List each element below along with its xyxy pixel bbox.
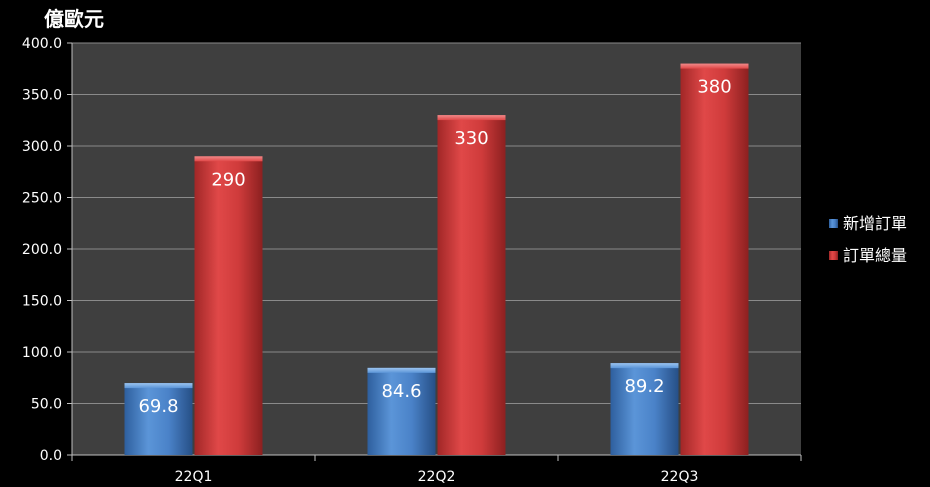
data-label: 380 <box>697 77 731 98</box>
bar-new-orders-22q1 <box>124 383 193 455</box>
bar-total-orders-22q1 <box>194 156 263 456</box>
bar-total-orders-22q3 <box>680 63 749 455</box>
bar-body <box>194 156 263 456</box>
legend-item-total-orders: 訂單總量 <box>829 246 907 265</box>
x-tick-label: 22Q2 <box>418 469 456 485</box>
y-tick-label: 100.0 <box>22 345 62 361</box>
bar-top-highlight <box>124 383 193 389</box>
bar-new-orders-22q3 <box>610 363 679 455</box>
data-label: 84.6 <box>381 381 421 402</box>
y-tick-label: 350.0 <box>22 88 62 104</box>
bar-body <box>610 363 679 455</box>
bar-body <box>680 63 749 455</box>
bar-top-highlight <box>680 63 749 69</box>
bar-body <box>124 383 193 455</box>
data-label: 330 <box>454 128 488 149</box>
bar-top-highlight <box>610 363 679 369</box>
legend-label: 訂單總量 <box>843 246 907 265</box>
legend-swatch <box>829 219 838 228</box>
x-tick-label: 22Q3 <box>661 469 699 485</box>
legend-swatch <box>829 251 838 260</box>
x-tick-label: 22Q1 <box>175 469 213 485</box>
bar-top-highlight <box>437 115 506 121</box>
y-tick-label: 200.0 <box>22 242 62 258</box>
bar-body <box>437 115 506 455</box>
y-tick-label: 400.0 <box>22 36 62 52</box>
y-tick-label: 150.0 <box>22 294 62 310</box>
bar-total-orders-22q2 <box>437 115 506 455</box>
bar-body <box>367 367 436 455</box>
data-label: 89.2 <box>624 376 664 397</box>
bar-new-orders-22q2 <box>367 367 436 455</box>
data-label: 69.8 <box>138 396 178 417</box>
data-label: 290 <box>211 169 245 190</box>
legend-item-new-orders: 新增訂單 <box>829 214 907 233</box>
y-tick-label: 250.0 <box>22 191 62 207</box>
bar-top-highlight <box>367 367 436 373</box>
y-axis-unit-label: 億歐元 <box>44 7 104 31</box>
y-tick-label: 50.0 <box>31 397 62 413</box>
bar-top-highlight <box>194 156 263 162</box>
y-tick-label: 300.0 <box>22 139 62 155</box>
legend-label: 新增訂單 <box>843 214 907 233</box>
y-tick-label: 0.0 <box>40 448 62 464</box>
